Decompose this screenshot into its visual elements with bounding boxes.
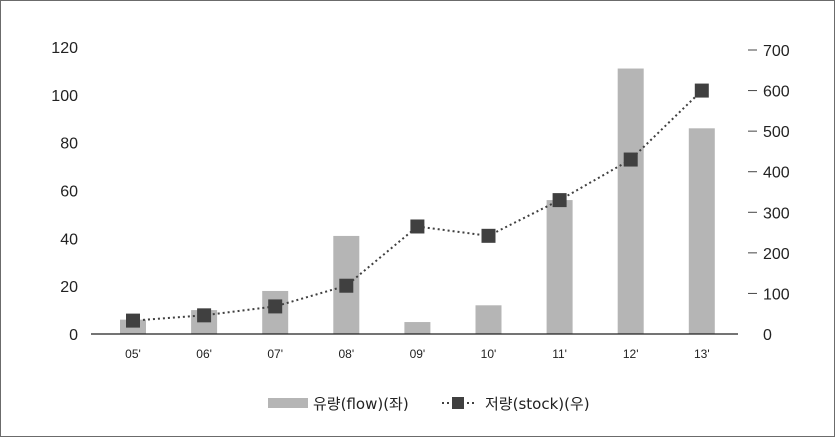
stock-marker (268, 299, 283, 314)
left-tick-label: 20 (60, 279, 78, 296)
stock-marker (410, 219, 425, 234)
right-tick-label: 700 (763, 43, 790, 60)
right-tick-label: 400 (763, 165, 790, 182)
category-label: 06' (196, 347, 212, 361)
right-tick-label: 100 (763, 286, 790, 303)
flow-bar (475, 305, 502, 334)
stock-markers (126, 83, 709, 328)
right-axis-ticks: 0 100 200 300 400 500 600 700 (748, 43, 790, 344)
right-tick-label: 200 (763, 246, 790, 263)
left-tick-label: 40 (60, 231, 78, 248)
legend: 유량(flow)(좌) 저량(stock)(우) (268, 395, 590, 413)
stock-marker (126, 313, 140, 328)
x-axis-category-labels: 05' 06' 07' 08' 09' 10' 11' 12' 13' (125, 347, 709, 361)
right-tick-label: 600 (763, 84, 790, 101)
category-label: 05' (125, 347, 141, 361)
category-label: 07' (267, 347, 283, 361)
left-axis-ticks: 0 20 40 60 80 100 120 (51, 40, 78, 344)
left-tick-label: 80 (60, 136, 78, 153)
legend-swatch-flow (268, 398, 308, 408)
stock-line (132, 89, 703, 322)
left-tick-label: 100 (51, 88, 78, 105)
legend-label-stock: 저량(stock)(우) (485, 395, 590, 413)
flow-bar (546, 200, 573, 334)
stock-marker (197, 308, 212, 323)
category-label: 09' (410, 347, 426, 361)
stock-marker (623, 152, 638, 167)
right-tick-label: 0 (763, 327, 772, 344)
stock-marker (552, 193, 567, 208)
flow-bar (688, 128, 715, 334)
category-label: 08' (338, 347, 354, 361)
category-label: 11' (552, 347, 567, 361)
left-tick-label: 60 (60, 184, 78, 201)
stock-marker (694, 83, 709, 98)
stock-marker (339, 278, 354, 293)
right-tick-label: 500 (763, 124, 790, 141)
flow-bar (617, 68, 644, 335)
right-tick-label: 300 (763, 205, 790, 222)
category-label: 13' (694, 347, 710, 361)
legend-swatch-stock-marker (452, 397, 464, 409)
legend-label-flow: 유량(flow)(좌) (313, 395, 409, 413)
category-label: 10' (481, 347, 497, 361)
left-tick-label: 0 (69, 327, 78, 344)
flow-bar (404, 322, 431, 334)
stock-marker (481, 228, 496, 243)
left-tick-label: 120 (51, 40, 78, 57)
category-label: 12' (623, 347, 639, 361)
flow-bars (120, 68, 715, 335)
